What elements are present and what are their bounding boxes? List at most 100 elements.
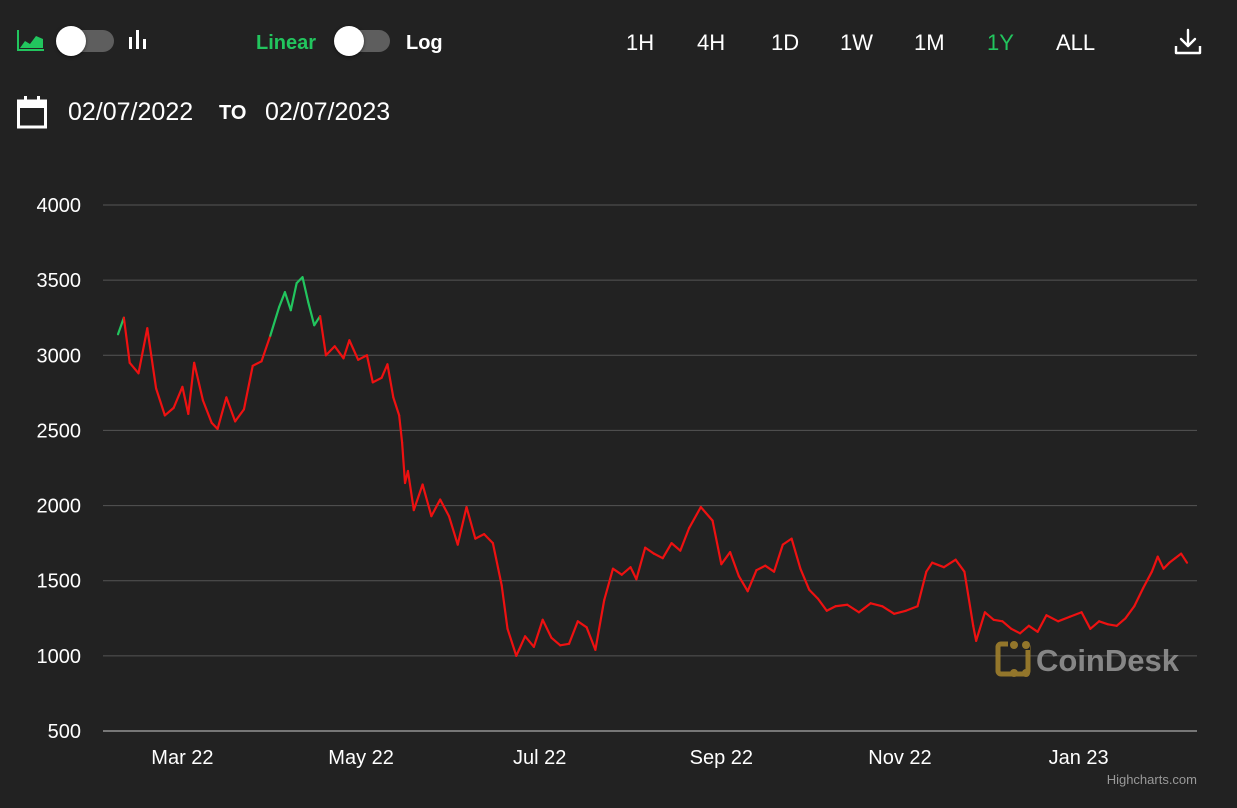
area-chart-icon[interactable] <box>16 28 46 52</box>
price-line-segment <box>1115 617 1127 627</box>
price-line-segment <box>193 361 205 402</box>
y-axis-tick-labels: 4000 3500 3000 2500 2000 1500 1000 500 <box>37 195 82 743</box>
price-line-segment <box>474 533 486 540</box>
price-line-segment <box>400 441 407 485</box>
price-line-segment <box>307 301 316 327</box>
price-line-segment <box>1133 587 1145 608</box>
price-line-segment <box>295 276 304 285</box>
price-line-segment <box>380 363 389 379</box>
y-tick-label: 2000 <box>37 496 82 518</box>
price-line-segment <box>283 291 292 312</box>
price-line-segment <box>1168 557 1177 564</box>
price-line-segment <box>122 316 131 364</box>
range-button-4h[interactable]: 4H <box>697 30 726 55</box>
coindesk-watermark: CoinDesk <box>995 640 1180 678</box>
price-line-segment <box>421 483 433 518</box>
price-line-segment <box>225 396 237 423</box>
price-line-segment <box>954 558 966 573</box>
price-line-segment <box>550 636 562 647</box>
range-button-1w[interactable]: 1W <box>840 30 873 55</box>
chart-type-toggle[interactable] <box>56 26 114 56</box>
price-line-segment <box>729 551 740 578</box>
price-line-segment <box>1174 552 1183 560</box>
price-line-segment <box>234 408 246 423</box>
y-tick-label: 1000 <box>37 646 82 668</box>
price-line-segment <box>576 620 588 629</box>
price-line-segment <box>925 561 934 573</box>
scale-linear-label[interactable]: Linear <box>256 32 317 54</box>
y-tick-label: 4000 <box>37 195 82 217</box>
price-line-segment <box>975 611 987 642</box>
price-line-segment <box>916 570 928 608</box>
price-line-segment <box>942 558 957 569</box>
price-line-segment <box>816 597 828 612</box>
price-line-segment <box>187 361 196 415</box>
price-line-segment <box>983 611 995 621</box>
y-tick-label: 3500 <box>37 270 82 292</box>
price-line-segment <box>1045 614 1060 623</box>
price-line-segment <box>893 609 907 615</box>
calendar-icon-svg <box>17 96 47 129</box>
price-line-segment <box>500 584 509 630</box>
price-line-segment <box>1180 552 1189 564</box>
scale-toggle[interactable] <box>334 26 390 56</box>
price-line-segment <box>688 505 702 530</box>
price-line-segment <box>881 605 896 615</box>
date-to[interactable]: 02/07/2023 <box>265 98 391 126</box>
bar-chart-icon-svg <box>129 30 146 49</box>
price-line-segment <box>365 354 374 384</box>
range-button-1y[interactable]: 1Y <box>987 30 1014 55</box>
price-line-segment <box>116 316 125 336</box>
scale-toggle-knob <box>334 26 364 56</box>
price-line-segment <box>386 363 395 399</box>
price-line-segment <box>1150 555 1159 573</box>
x-tick-label: Mar 22 <box>151 747 213 769</box>
price-line-segment <box>1036 614 1048 633</box>
range-button-all[interactable]: ALL <box>1056 30 1096 55</box>
price-line-segment <box>163 406 175 417</box>
date-from[interactable]: 02/07/2022 <box>68 98 194 126</box>
price-line-segment <box>137 327 149 375</box>
price-line-segment <box>1010 627 1022 635</box>
price-line-segment <box>799 567 811 591</box>
watermark-text: CoinDesk <box>1036 643 1180 678</box>
price-line-segment <box>846 603 861 614</box>
price-line-segment <box>720 551 732 566</box>
price-line-segment <box>746 569 758 593</box>
x-tick-label: Jan 23 <box>1049 747 1109 769</box>
price-line-segment <box>154 387 166 417</box>
price-line-segment <box>585 626 597 651</box>
area-chart-icon-svg <box>17 30 44 51</box>
y-tick-label: 2500 <box>37 420 82 442</box>
x-axis-tick-labels: Mar 22 May 22 Jul 22 Sep 22 Nov 22 Jan 23 <box>151 747 1108 769</box>
price-line-segment <box>963 570 975 627</box>
price-line-segment <box>491 542 503 587</box>
price-line-segment <box>313 315 322 327</box>
highcharts-credits[interactable]: Highcharts.com <box>1107 772 1197 787</box>
scale-log-label[interactable]: Log <box>406 32 443 54</box>
date-to-label: TO <box>219 102 247 124</box>
grid-lines <box>103 204 1197 732</box>
price-line-segment <box>532 618 544 648</box>
range-button-1d[interactable]: 1D <box>771 30 800 55</box>
price-line-segment <box>324 345 336 357</box>
price-line-segment <box>699 505 714 522</box>
range-button-1m[interactable]: 1M <box>914 30 945 55</box>
price-line-segment <box>412 483 424 512</box>
chart-type-toggle-knob <box>56 26 86 56</box>
bar-chart-icon[interactable] <box>126 27 150 51</box>
x-tick-label: Jul 22 <box>513 747 566 769</box>
price-line-segment <box>1068 611 1083 618</box>
price-line-segment <box>242 364 254 411</box>
x-tick-label: May 22 <box>328 747 394 769</box>
price-line-segment <box>834 603 849 608</box>
price-line-segment <box>210 421 219 431</box>
range-button-1h[interactable]: 1H <box>626 30 655 55</box>
price-line-segment <box>439 498 451 518</box>
price-line-segment <box>559 642 571 647</box>
price-line-segment <box>333 345 345 360</box>
download-icon[interactable] <box>1172 26 1204 58</box>
calendar-icon[interactable] <box>16 94 48 130</box>
price-line-segment <box>652 552 664 560</box>
